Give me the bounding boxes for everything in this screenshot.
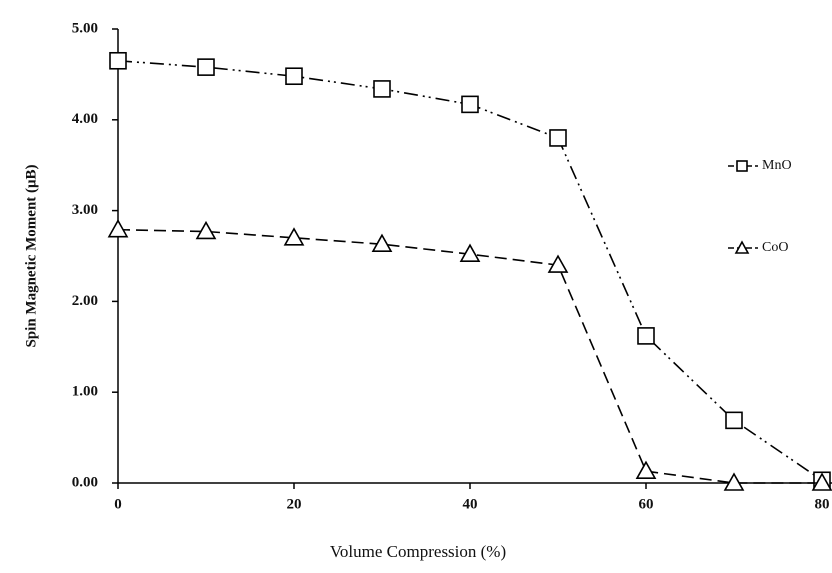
- x-axis-label: Volume Compression (%): [330, 542, 506, 561]
- x-tick-label: 40: [463, 496, 478, 512]
- x-tick-label: 80: [815, 496, 830, 512]
- legend-marker: [737, 161, 747, 171]
- data-point: [550, 130, 566, 146]
- x-tick-label: 20: [287, 496, 302, 512]
- y-tick-label: 5.00: [72, 20, 98, 36]
- series-line: [118, 61, 822, 480]
- data-point: [198, 59, 214, 75]
- legend-label: CoO: [762, 240, 788, 255]
- data-point: [197, 222, 215, 238]
- series-line: [118, 230, 822, 483]
- y-tick-label: 2.00: [72, 293, 98, 309]
- data-point: [726, 412, 742, 428]
- data-point: [286, 68, 302, 84]
- x-tick-label: 60: [639, 496, 654, 512]
- legend-label: MnO: [762, 158, 792, 173]
- data-point: [109, 221, 127, 237]
- data-point: [637, 462, 655, 478]
- data-point: [110, 53, 126, 69]
- y-axis-label: Spin Magnetic Moment (μB): [23, 164, 39, 347]
- x-tick-label: 0: [114, 496, 122, 512]
- y-tick-label: 4.00: [72, 111, 98, 127]
- y-tick-label: 3.00: [72, 202, 98, 218]
- data-point: [374, 81, 390, 97]
- chart: Volume Compression (%) Spin Magnetic Mom…: [0, 0, 832, 573]
- y-tick-label: 1.00: [72, 384, 98, 400]
- y-tick-label: 0.00: [72, 474, 98, 490]
- data-point: [638, 328, 654, 344]
- data-point: [462, 96, 478, 112]
